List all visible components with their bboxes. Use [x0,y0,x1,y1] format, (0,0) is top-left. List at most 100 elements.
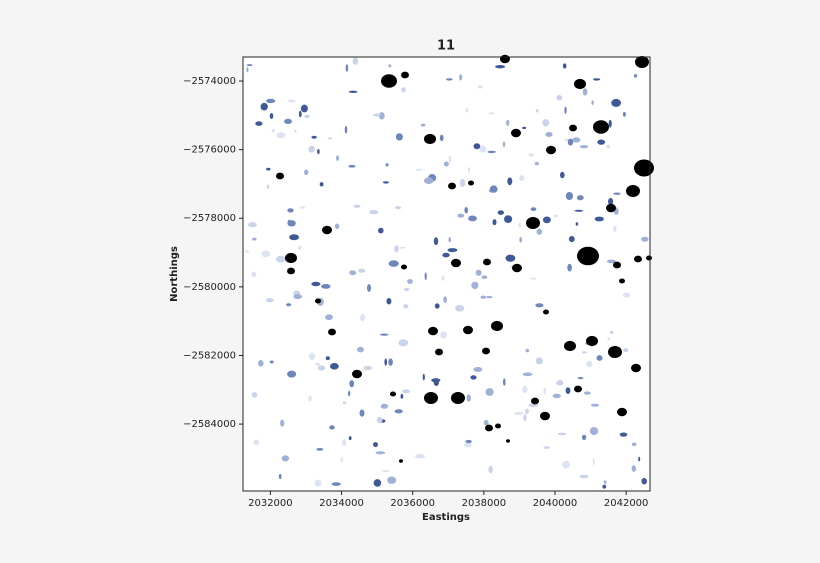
raster-patch [329,425,335,430]
raster-patch [560,171,565,179]
raster-patch [394,409,403,414]
raster-patch [519,175,525,182]
raster-blob [451,392,465,404]
raster-patch [562,460,570,469]
raster-patch [298,110,302,118]
raster-patch [388,64,392,68]
raster-blob [564,340,576,352]
raster-patch [466,394,471,402]
raster-patch [641,236,649,242]
raster-patch [348,90,358,94]
raster-patch [360,314,366,322]
raster-patch [582,88,588,96]
raster-patch [492,219,497,226]
raster-patch [522,385,528,394]
raster-blob [577,246,599,266]
raster-patch [448,237,452,243]
raster-patch [300,206,305,209]
raster-patch [286,303,292,307]
raster-patch [308,145,315,153]
raster-patch [422,373,425,381]
raster-patch [506,119,510,126]
raster-patch [344,125,348,134]
raster-patch [380,403,389,409]
raster-blob [574,385,582,393]
y-tick-label: −2578000 [183,213,236,224]
raster-patch [325,314,333,321]
y-tick-label: −2582000 [183,350,236,361]
raster-blob [495,423,501,429]
y-tick-label: −2576000 [183,145,236,156]
raster-patch [401,87,406,93]
raster-patch [473,367,483,372]
raster-patch [519,236,523,243]
raster-patch [415,453,426,459]
raster-blob [512,263,522,273]
raster-patch [349,380,355,388]
raster-patch [276,255,286,263]
raster-patch [325,356,330,361]
raster-patch [606,144,610,149]
raster-blob [531,397,539,405]
raster-patch [251,392,258,398]
raster-patch [464,207,469,214]
raster-blob [448,182,456,190]
raster-blob [482,347,490,355]
raster-blob [608,346,622,358]
raster-patch [505,254,516,262]
raster-patch [487,150,496,154]
raster-blob [500,54,510,64]
raster-patch [367,284,371,292]
raster-patch [553,214,558,218]
y-axis-label: Northings [169,246,180,302]
raster-blob [428,326,438,336]
raster-patch [574,209,584,212]
raster-patch [342,401,347,405]
raster-patch [415,168,423,171]
raster-patch [266,167,271,171]
raster-patch [434,303,440,309]
raster-blob [491,320,503,332]
raster-patch [261,250,271,258]
raster-patch [319,182,324,187]
raster-blob [619,278,625,284]
raster-patch [424,272,427,281]
raster-blob [646,255,652,261]
raster-patch [577,377,584,380]
raster-patch [358,268,366,273]
raster-patch [488,465,493,474]
raster-patch [543,387,547,395]
raster-patch [586,360,593,368]
raster-patch [584,391,591,395]
raster-patch [345,64,349,72]
raster-patch [483,419,489,426]
raster-patch [564,106,567,115]
raster-patch [481,275,488,280]
raster-blob [526,217,540,229]
raster-patch [247,222,257,228]
raster-patch [348,164,356,168]
raster-blob [586,335,598,347]
raster-patch [308,395,312,402]
raster-patch [590,403,600,407]
raster-patch [613,192,621,195]
raster-patch [459,74,463,81]
raster-patch [353,204,361,208]
x-tick-label: 2038000 [462,498,507,509]
raster-patch [334,223,340,230]
raster-patch [489,185,498,193]
raster-patch [304,114,310,119]
raster-patch [287,370,297,378]
raster-patch [258,360,264,367]
raster-patch [448,156,452,163]
raster-blob [322,225,332,235]
raster-patch [613,225,617,233]
raster-patch [363,365,373,371]
raster-patch [552,393,561,399]
raster-patch [592,458,595,466]
raster-blob [543,309,549,315]
raster-patch [265,298,274,303]
